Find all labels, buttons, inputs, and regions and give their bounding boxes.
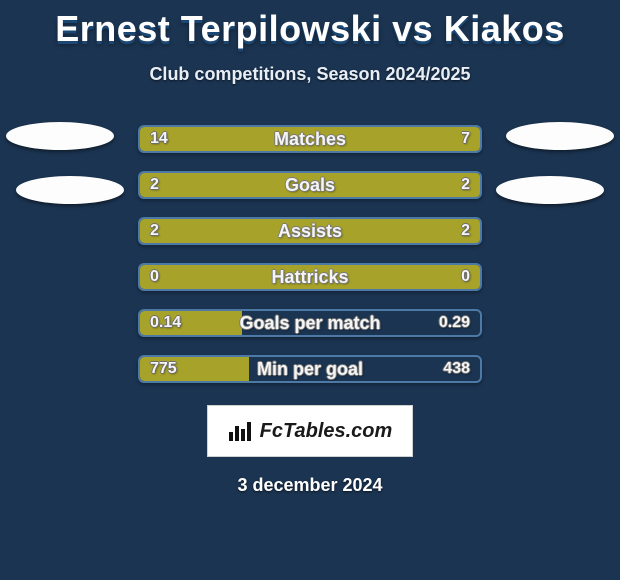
player2-avatar-bottom [496,176,604,204]
stat-row: Matches147 [138,125,482,153]
stat-row: Min per goal775438 [138,355,482,383]
brand-bars-icon [228,420,254,442]
stat-fill-left [140,127,364,151]
stat-bars: Matches147 Goals22 Assists22 Hattricks00 Goa… [138,125,482,383]
page-title: Ernest Terpilowski vs Kiakos [55,8,565,50]
stat-row: Assists22 [138,217,482,245]
stat-fill-left [140,265,480,289]
page-subtitle: Club competitions, Season 2024/2025 [149,64,470,85]
player1-avatar-top [6,122,114,150]
comparison-card: Ernest Terpilowski vs Kiakos Club compet… [0,0,620,580]
player1-avatar-bottom [16,176,124,204]
stat-value-right: 0.29 [439,311,470,335]
brand-badge: FcTables.com [207,405,413,457]
player2-avatar-top [506,122,614,150]
stat-fill-left [140,219,480,243]
stat-fill-left [140,357,249,381]
stat-row: Goals per match0.140.29 [138,309,482,337]
stat-row: Hattricks00 [138,263,482,291]
brand-text: FcTables.com [260,420,393,443]
stat-fill-right [364,127,480,151]
date-text: 3 december 2024 [237,475,382,496]
stat-fill-left [140,173,480,197]
stat-fill-left [140,311,242,335]
stat-value-right: 438 [443,357,470,381]
stat-row: Goals22 [138,171,482,199]
